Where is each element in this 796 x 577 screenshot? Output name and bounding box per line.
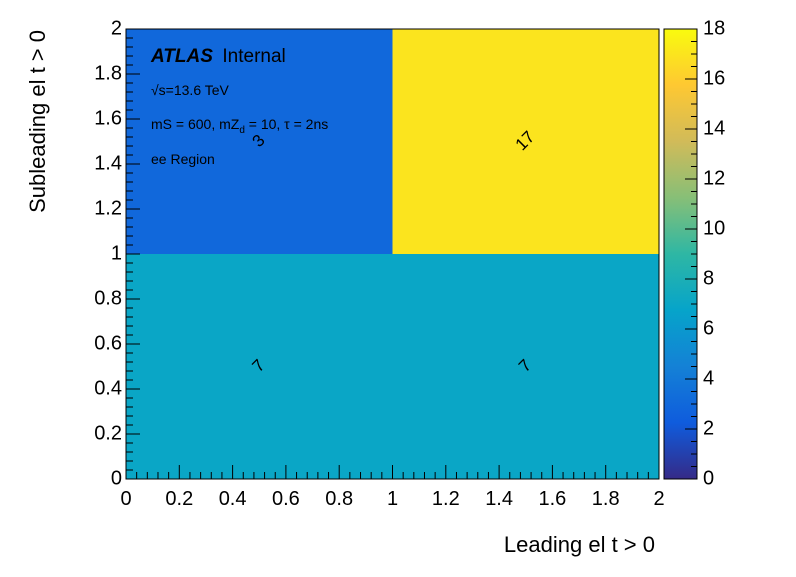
model-label: mS = 600, mZd = 10, τ = 2ns	[151, 116, 328, 136]
colorbar-tick-label: 14	[703, 117, 725, 139]
colorbar-tick-label: 0	[703, 467, 714, 489]
heatmap-cell	[392, 254, 659, 479]
x-tick-label: 1.4	[485, 488, 513, 510]
heatmap-cell	[126, 29, 393, 254]
axes: 0 0.2 0.4 0.6 0.8 1 1.2 1.4 1.6 1.8 2 0 0.2 0.4 0.6 0.8…	[94, 17, 664, 510]
region-label: ee Region	[151, 151, 215, 167]
y-tick-label: 0.4	[94, 377, 122, 399]
colorbar-tick-label: 4	[703, 367, 714, 389]
x-tick-label: 2	[653, 488, 664, 510]
x-tick-label: 1.6	[538, 488, 566, 510]
y-axis-title: Subleading el t > 0	[25, 30, 50, 213]
colorbar-tick-label: 10	[703, 217, 725, 239]
x-tick-label: 1.2	[432, 488, 460, 510]
heatmap-cells	[126, 29, 659, 479]
y-tick-label: 1.8	[94, 62, 122, 84]
y-tick-label: 0.6	[94, 332, 122, 354]
colorbar: 0 2 4 6 8 10 12 14 16 18	[663, 17, 725, 489]
heatmap-cell	[392, 29, 659, 254]
atlas-label: ATLAS Internal	[150, 46, 286, 67]
colorbar-tick-label: 6	[703, 317, 714, 339]
colorbar-tick-label: 8	[703, 267, 714, 289]
x-tick-label: 0.4	[219, 488, 247, 510]
x-tick-label: 0	[120, 488, 131, 510]
x-tick-label: 0.8	[325, 488, 353, 510]
y-tick-label: 0.2	[94, 422, 122, 444]
plot-annotations: ATLAS Internal √s=13.6 TeV mS = 600, mZd…	[150, 46, 328, 167]
y-tick-label: 1.2	[94, 197, 122, 219]
y-tick-label: 0.8	[94, 287, 122, 309]
heatmap-cell	[126, 254, 393, 479]
energy-label: √s=13.6 TeV	[151, 82, 230, 98]
x-tick-label: 0.6	[272, 488, 300, 510]
y-tick-label: 1	[111, 242, 122, 264]
x-tick-label: 1.8	[592, 488, 620, 510]
y-tick-label: 2	[111, 17, 122, 39]
colorbar-tick-label: 18	[703, 17, 725, 39]
y-tick-label: 1.4	[94, 152, 122, 174]
colorbar-tick-label: 2	[703, 417, 714, 439]
y-tick-label: 1.6	[94, 107, 122, 129]
colorbar-tick-label: 12	[703, 167, 725, 189]
colorbar-tick-label: 16	[703, 67, 725, 89]
y-tick-label: 0	[111, 467, 122, 489]
x-tick-label: 0.2	[165, 488, 193, 510]
x-axis-title: Leading el t > 0	[504, 532, 655, 557]
x-tick-label: 1	[387, 488, 398, 510]
